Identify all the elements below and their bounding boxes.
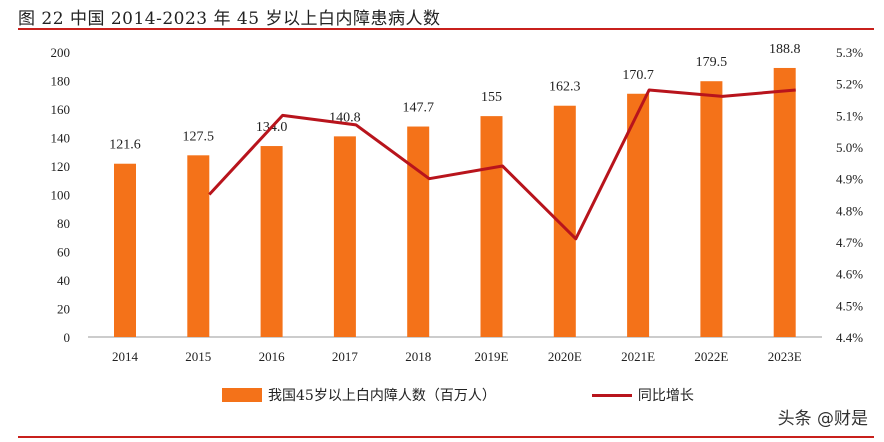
x-axis-tick: 2017 [332, 349, 359, 364]
bar-data-label: 121.6 [109, 138, 141, 153]
bar-data-label: 188.8 [769, 42, 801, 57]
bar [700, 81, 723, 338]
bar [480, 116, 503, 337]
left-axis-tick: 0 [64, 330, 71, 345]
legend-bar-label: 我国45岁以上白内障人数（百万人） [268, 388, 496, 404]
x-axis-tick: 2022E [694, 349, 728, 364]
legend-line-label: 同比增长 [637, 388, 694, 404]
x-axis-tick: 2023E [768, 349, 802, 364]
x-axis-tick: 2016 [259, 349, 286, 364]
right-axis-tick: 4.5% [836, 298, 863, 313]
x-axis-tick: 2019E [475, 349, 509, 364]
left-axis-tick: 180 [51, 74, 71, 89]
legend-bar-swatch [222, 388, 262, 402]
bar-data-label: 127.5 [183, 129, 215, 144]
left-axis-tick: 60 [57, 245, 70, 260]
x-axis-tick: 2021E [621, 349, 655, 364]
x-axis-tick: 2015 [185, 349, 211, 364]
right-axis-tick: 4.7% [836, 235, 863, 250]
bar [773, 67, 796, 338]
left-axis-tick: 40 [57, 273, 70, 288]
bar [407, 126, 430, 337]
right-axis-tick: 4.9% [836, 172, 863, 187]
right-axis-tick: 4.4% [836, 330, 863, 345]
bar [187, 155, 210, 337]
x-axis-tick: 2020E [548, 349, 582, 364]
bar-data-label: 179.5 [696, 55, 728, 70]
bar [627, 93, 650, 337]
bar-data-label: 155 [481, 90, 502, 105]
left-axis-tick: 160 [51, 102, 71, 117]
left-axis-tick: 120 [51, 159, 71, 174]
left-axis-tick: 100 [51, 188, 71, 203]
chart-title: 图 22 中国 2014-2023 年 45 岁以上白内障患病人数 [18, 9, 441, 29]
bar [333, 136, 356, 337]
bar [260, 146, 283, 337]
bar-data-label: 170.7 [622, 68, 654, 83]
legend-line-swatch [591, 393, 632, 397]
right-axis-tick: 5.2% [836, 77, 863, 92]
legend: 我国45岁以上白内障人数（百万人） 同比增长 [222, 385, 694, 405]
bar-data-label: 147.7 [402, 101, 434, 116]
left-axis-tick: 80 [57, 216, 70, 231]
right-axis-tick: 4.6% [836, 267, 863, 282]
bottom-rule [18, 436, 874, 438]
left-axis-tick: 20 [57, 302, 70, 317]
right-axis-tick: 4.8% [836, 203, 863, 218]
left-axis-tick: 140 [51, 131, 71, 146]
title-rule [18, 28, 874, 30]
watermark: 头条 @财是 [777, 409, 868, 429]
right-axis-tick: 5.0% [836, 140, 863, 155]
bar-data-label: 162.3 [549, 80, 581, 95]
x-axis-tick: 2018 [405, 349, 431, 364]
bar [114, 163, 136, 337]
left-axis-tick: 200 [51, 45, 71, 60]
x-axis-tick: 2014 [112, 349, 139, 364]
right-axis-tick: 5.3% [836, 45, 863, 60]
right-axis-tick: 5.1% [836, 108, 863, 123]
bar [553, 105, 576, 337]
